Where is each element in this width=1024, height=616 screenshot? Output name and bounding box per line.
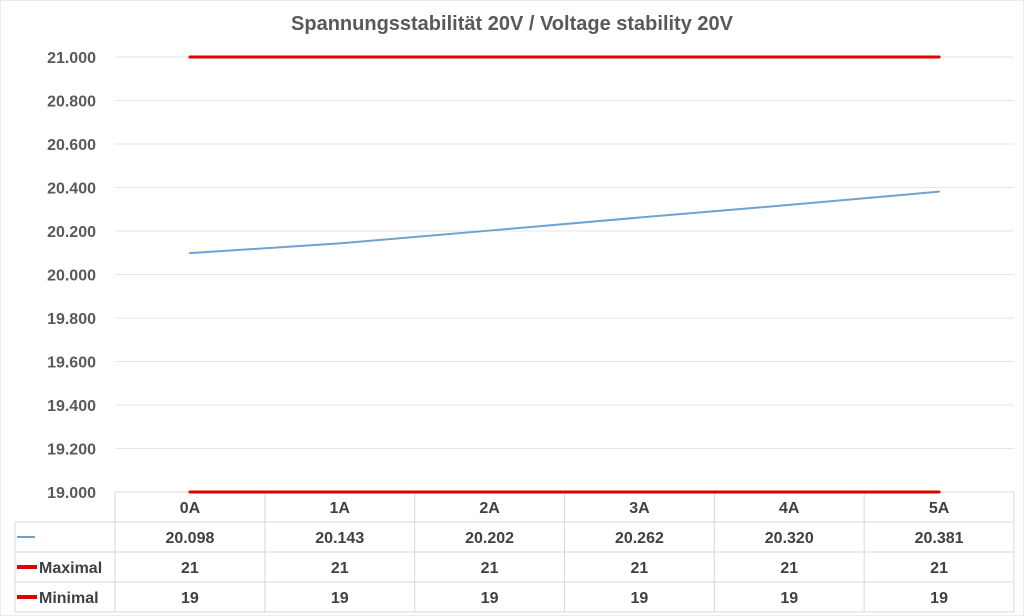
x-category-label: 3A (629, 500, 650, 517)
y-tick-label: 20.600 (47, 137, 96, 154)
table-value-cell: 19 (930, 590, 948, 607)
y-tick-label: 19.800 (47, 311, 96, 328)
table-value-cell: 19 (631, 590, 649, 607)
table-value-cell: 20.381 (915, 530, 964, 547)
table-value-cell: 19 (780, 590, 798, 607)
x-category-label: 4A (779, 500, 800, 517)
table-value-cell: 20.262 (615, 530, 664, 547)
y-tick-label: 19.000 (47, 485, 96, 502)
x-category-label: 2A (479, 500, 500, 517)
table-value-cell: 21 (930, 560, 948, 577)
x-category-label: 5A (929, 500, 950, 517)
table-value-cell: 20.143 (315, 530, 364, 547)
table-value-cell: 19 (331, 590, 349, 607)
y-tick-label: 19.200 (47, 442, 96, 459)
table-value-cell: 20.320 (765, 530, 814, 547)
table-value-cell: 19 (481, 590, 499, 607)
y-tick-label: 20.800 (47, 94, 96, 111)
table-value-cell: 21 (780, 560, 798, 577)
table-value-cell: 21 (481, 560, 499, 577)
table-value-cell: 21 (181, 560, 199, 577)
chart-title: Spannungsstabilität 20V / Voltage stabil… (291, 13, 734, 35)
table-value-cell: 19 (181, 590, 199, 607)
y-tick-label: 21.000 (47, 50, 96, 67)
table-value-cell: 21 (331, 560, 349, 577)
y-tick-label: 20.200 (47, 224, 96, 241)
x-category-label: 0A (180, 500, 201, 517)
y-tick-label: 19.400 (47, 398, 96, 415)
y-tick-label: 20.400 (47, 181, 96, 198)
x-category-label: 1A (330, 500, 351, 517)
y-tick-label: 19.600 (47, 355, 96, 372)
table-value-cell: 20.202 (465, 530, 514, 547)
y-tick-label: 20.000 (47, 268, 96, 285)
legend-series-name: Maximal (39, 560, 102, 577)
series-line (188, 190, 941, 255)
table-value-cell: 21 (631, 560, 649, 577)
table-value-cell: 20.098 (165, 530, 214, 547)
legend-series-name: Minimal (39, 590, 99, 607)
